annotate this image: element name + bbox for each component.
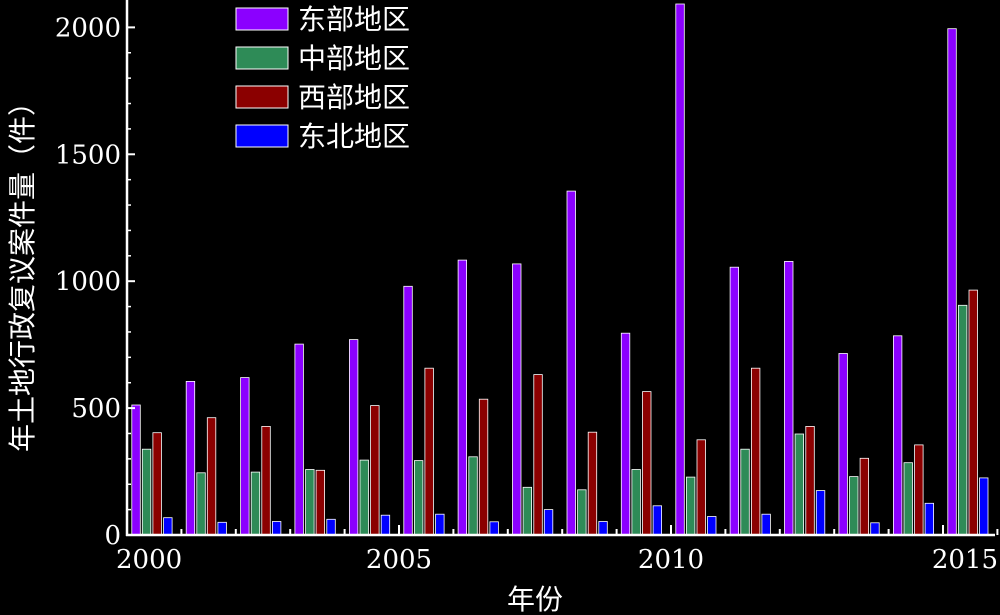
bar-中部地区-2012 xyxy=(794,433,804,536)
bar-中部地区-2002 xyxy=(250,471,261,536)
bar-中部地区-2013 xyxy=(849,476,859,536)
bar-东北地区-2008 xyxy=(598,521,608,536)
bar-中部地区-2009 xyxy=(631,469,641,536)
bar-中部地区-2015 xyxy=(958,304,968,536)
bar-东北地区-2000 xyxy=(163,517,173,536)
bar-西部地区-2012 xyxy=(805,425,815,536)
bar-东北地区-2004 xyxy=(380,514,391,536)
y-tick-label: 2000 xyxy=(55,13,121,43)
legend-swatch xyxy=(235,7,289,31)
bar-东部地区-2002 xyxy=(240,377,250,536)
bar-中部地区-2004 xyxy=(359,459,369,536)
bar-东部地区-2011 xyxy=(729,266,739,536)
x-tick-label: 2015 xyxy=(932,545,998,575)
bar-中部地区-2010 xyxy=(686,476,696,536)
bar-西部地区-2004 xyxy=(370,405,380,536)
bar-西部地区-2005 xyxy=(424,367,434,536)
bar-西部地区-2008 xyxy=(587,431,598,536)
y-tick-label: 1500 xyxy=(55,140,121,170)
bar-西部地区-2015 xyxy=(968,289,978,536)
bar-东部地区-2000 xyxy=(131,404,141,536)
bar-东部地区-2006 xyxy=(457,259,468,536)
bar-东北地区-2013 xyxy=(870,522,880,536)
bar-东部地区-2005 xyxy=(403,285,413,536)
y-tick-label: 500 xyxy=(71,394,121,424)
bar-东北地区-2005 xyxy=(435,513,445,536)
axes-layer: 0 500 1000 1500 2000 2000 2005 2010 2015 xyxy=(55,0,999,575)
legend-label: 西部地区 xyxy=(298,81,410,114)
bar-中部地区-2011 xyxy=(740,448,750,536)
bar-中部地区-2008 xyxy=(577,489,587,536)
bar-东北地区-2015 xyxy=(979,477,989,536)
bar-中部地区-2000 xyxy=(141,448,152,536)
y-tick-label: 0 xyxy=(104,521,121,551)
bar-东北地区-2007 xyxy=(543,509,554,536)
bar-东部地区-2004 xyxy=(348,339,359,536)
bar-西部地区-2007 xyxy=(533,374,543,536)
bar-东部地区-2014 xyxy=(893,335,903,536)
bar-东部地区-2001 xyxy=(185,380,196,536)
bar-东北地区-2010 xyxy=(707,516,717,536)
bar-西部地区-2011 xyxy=(751,367,761,536)
bar-东部地区-2013 xyxy=(838,353,848,536)
bar-西部地区-2013 xyxy=(859,457,869,536)
legend-swatch xyxy=(235,85,289,109)
x-tick-label: 2010 xyxy=(638,545,704,575)
legend-label: 中部地区 xyxy=(298,42,410,75)
x-axis-title: 年份 xyxy=(507,583,563,615)
bar-西部地区-2014 xyxy=(914,444,924,536)
bar-西部地区-2006 xyxy=(478,398,489,536)
bar-东北地区-2009 xyxy=(652,505,662,536)
bar-东北地区-2011 xyxy=(761,513,771,536)
bar-东部地区-2003 xyxy=(294,343,304,536)
bar-东北地区-2002 xyxy=(271,521,282,536)
bar-中部地区-2003 xyxy=(305,469,315,536)
bar-东部地区-2009 xyxy=(620,332,631,536)
bar-东北地区-2001 xyxy=(217,521,227,536)
bars-layer xyxy=(131,3,989,536)
y-axis-title: 年土地行政复议案件量（件） xyxy=(6,88,39,452)
bar-东北地区-2012 xyxy=(815,490,826,536)
bar-中部地区-2007 xyxy=(522,486,532,536)
bar-西部地区-2000 xyxy=(152,432,162,536)
bar-西部地区-2002 xyxy=(261,425,271,536)
bar-东北地区-2003 xyxy=(326,518,336,536)
bar-中部地区-2001 xyxy=(196,472,206,536)
bar-中部地区-2005 xyxy=(413,460,424,536)
x-tick-label: 2005 xyxy=(366,545,432,575)
bar-东部地区-2010 xyxy=(675,3,685,536)
bar-东部地区-2007 xyxy=(512,263,522,536)
bar-西部地区-2009 xyxy=(642,391,652,536)
bar-东部地区-2015 xyxy=(947,28,957,536)
bar-东北地区-2006 xyxy=(489,521,499,536)
legend-label: 东部地区 xyxy=(298,3,410,36)
legend-label: 东北地区 xyxy=(298,120,410,153)
bar-中部地区-2006 xyxy=(468,456,478,536)
y-tick-label: 1000 xyxy=(55,267,121,297)
bar-中部地区-2014 xyxy=(903,462,913,536)
bar-东北地区-2014 xyxy=(924,502,934,536)
legend-swatch xyxy=(235,46,289,70)
bar-东部地区-2012 xyxy=(784,260,794,536)
legend-swatch xyxy=(235,124,289,148)
bar-西部地区-2010 xyxy=(696,439,706,536)
bar-东部地区-2008 xyxy=(566,190,576,536)
bar-西部地区-2001 xyxy=(206,417,217,536)
x-tick-label: 2000 xyxy=(116,545,182,575)
bar-西部地区-2003 xyxy=(315,469,326,536)
